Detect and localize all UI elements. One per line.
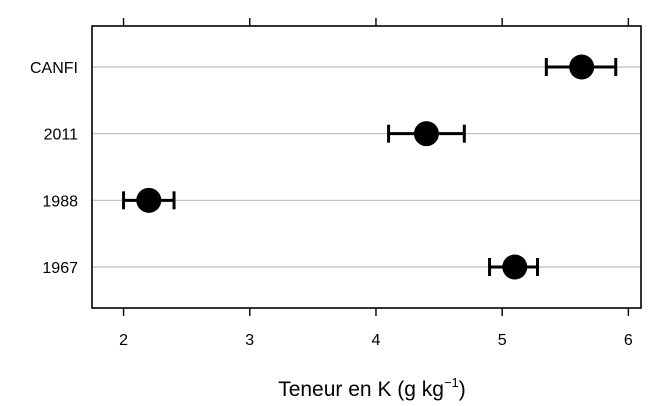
point-canfi — [569, 54, 595, 80]
y-tick-label-1988: 1988 — [42, 193, 78, 210]
axis-ticks — [122, 18, 630, 316]
point-2011 — [413, 121, 439, 147]
x-tick-labels: 2 3 4 5 6 — [119, 332, 633, 349]
y-tick-labels: 1967 1988 2011 CANFI — [30, 60, 78, 277]
x-tick-label-2: 2 — [119, 332, 128, 349]
x-axis-title-superscript: −1 — [444, 375, 459, 390]
x-axis-title-text: Teneur en K (g kg — [278, 378, 444, 401]
point-1988 — [136, 187, 162, 213]
x-axis-title: Teneur en K (g kg−1) — [278, 375, 466, 401]
data-marks — [122, 54, 618, 280]
y-tick-label-1967: 1967 — [42, 260, 78, 277]
x-tick-label-6: 6 — [624, 332, 633, 349]
gridlines — [92, 66, 641, 268]
x-tick-label-3: 3 — [245, 332, 254, 349]
y-tick-label-2011: 2011 — [44, 127, 79, 144]
x-tick-label-5: 5 — [498, 332, 507, 349]
plot-frame — [91, 25, 642, 309]
y-tick-label-canfi: CANFI — [30, 60, 78, 77]
point-1967 — [502, 254, 528, 280]
x-axis-title-suffix: ) — [459, 378, 466, 401]
x-tick-label-4: 4 — [372, 332, 381, 349]
